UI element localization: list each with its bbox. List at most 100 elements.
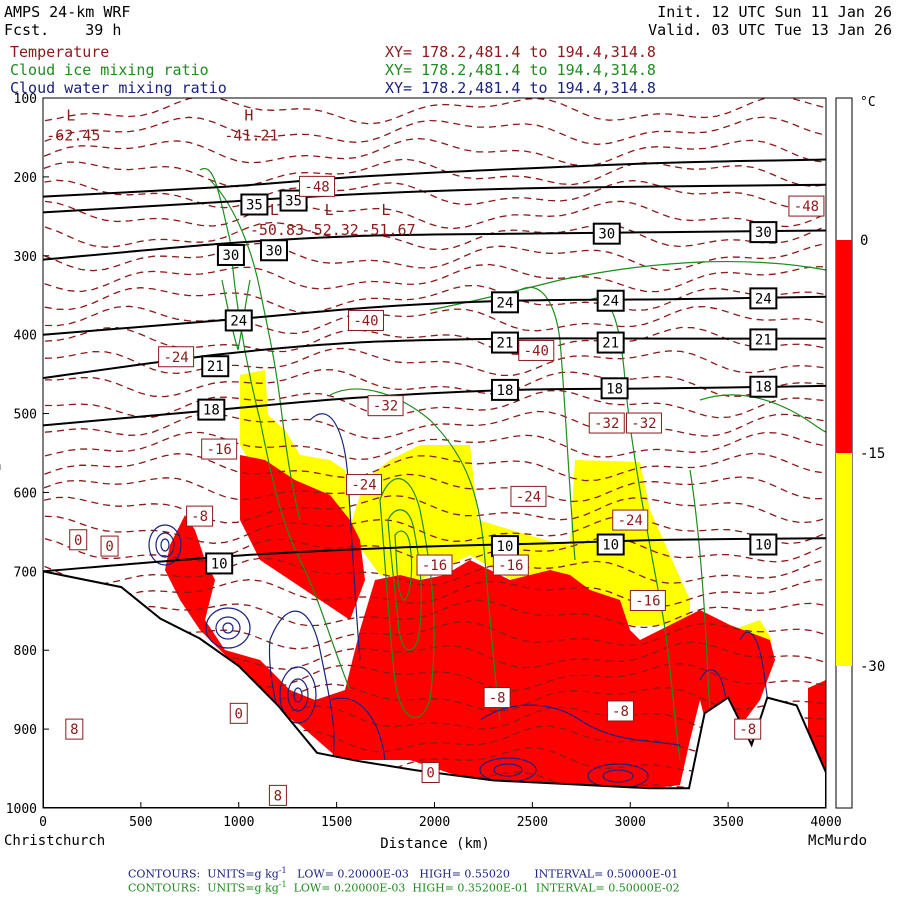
cloud-water-cell-2400km-inner [493, 763, 523, 777]
x-end-label: McMurdo [808, 833, 867, 849]
temperature-label-box [606, 700, 634, 722]
temperature-contour-line [43, 200, 826, 230]
isentrope-label: 10 [205, 552, 234, 575]
temperature-label: -8 [734, 718, 762, 740]
isentrope-label-text: 24 [755, 291, 772, 307]
isentrope-line [43, 295, 826, 336]
temperature-label-text: -40 [353, 313, 378, 329]
isentrope-label-box [490, 378, 519, 401]
isentrope-label-box [259, 239, 288, 262]
temperature-label-box [492, 554, 529, 576]
extremum-value: -50.83 [250, 221, 304, 239]
cloud-water-cell-600km-core [160, 538, 170, 552]
extremum-letter: L [325, 201, 334, 219]
temperature-contour-line [43, 263, 826, 293]
isentrope-line [43, 384, 826, 427]
footer-high: HIGH= 0.55020 [419, 867, 510, 881]
extremum-letter: L [66, 106, 75, 124]
temperature-label-box [268, 784, 287, 806]
footer-low: LOW= 0.20000E-03 [297, 867, 409, 881]
colorbar-tick-0: 0 [860, 233, 868, 249]
isentrope-label: 24 [749, 287, 778, 310]
temperature-label-box [299, 175, 336, 197]
isentrope-label-text: 10 [211, 556, 228, 572]
temperature-label: -32 [588, 412, 625, 434]
temperature-contour-line [43, 98, 826, 125]
temperature-label: -24 [612, 509, 649, 531]
isentrope-label-box [205, 552, 234, 575]
cloud-ice-tower-west [199, 167, 351, 691]
isentrope-label-text: 10 [497, 539, 514, 555]
temperature-label-text: -16 [207, 442, 232, 458]
temperature-contour-line [43, 284, 826, 314]
temperature-label-text: -40 [524, 343, 549, 359]
temperature-contour-line [43, 347, 826, 377]
fcst-value: 39 h [85, 21, 122, 39]
temperature-label: -48 [299, 175, 336, 197]
isentrope-label-box [749, 221, 778, 244]
isentrope-label: 10 [490, 535, 519, 558]
temperature-label-text: -16 [422, 558, 447, 574]
temperature-label-box [421, 762, 440, 783]
isentrope-label: 24 [224, 309, 253, 332]
y-tick-label: 500 [14, 408, 37, 423]
isentrope-label: 30 [749, 221, 778, 244]
temperature-label-text: -48 [794, 199, 819, 215]
temperature-label-text: -24 [618, 513, 643, 529]
cloud-water-cell-1300km [279, 666, 317, 724]
colorbar-red-band [836, 240, 852, 453]
temperature-label-text: 8 [274, 788, 282, 804]
isentrope-label-box [749, 533, 778, 556]
x-tick-label: 2500 [517, 815, 548, 830]
isentrope-label-box [596, 289, 625, 312]
extremum-letter: L [270, 201, 279, 219]
cloud-water-cell-2950km-inner [602, 769, 634, 783]
temperature-label-text: 0 [235, 706, 243, 722]
isentrope-label-box [197, 398, 226, 421]
y-tick-label: 900 [14, 723, 37, 738]
temperature-label-box [346, 474, 383, 496]
temperature-label-box [229, 702, 248, 724]
extremum-value: -62.45 [46, 126, 100, 144]
temperature-contour-line [43, 305, 826, 335]
isentrope-label-text: 24 [230, 313, 247, 329]
isentrope-label-text: 21 [602, 336, 619, 352]
isentrope-label: 24 [490, 291, 519, 314]
x-start-label: Christchurch [4, 833, 105, 849]
extremum-value: -51.67 [361, 221, 415, 239]
field-temperature-xy: XY= 178.2,481.4 to 194.4,314.8 [385, 43, 656, 61]
temperature-label: -16 [492, 554, 529, 576]
isentrope-label-text: 18 [497, 383, 514, 399]
x-tick-label: 500 [129, 815, 152, 830]
cloud-water-cell-600km-inner [155, 532, 175, 558]
valid-label: Valid. [648, 21, 703, 39]
cloud-water-low-1500km [329, 697, 386, 761]
temperature-contour-line [43, 452, 826, 482]
footer-label: CONTOURS: [128, 867, 201, 881]
field-cloud-ice-xy: XY= 178.2,481.4 to 194.4,314.8 [385, 61, 656, 79]
cloud-water-cell-950km [205, 607, 251, 649]
model-title: AMPS 24-km WRF [4, 3, 131, 21]
isentrope-label-box [749, 328, 778, 351]
temperature-label-box [612, 509, 649, 531]
temperature-label-box [788, 195, 825, 217]
temperature-label: -16 [416, 554, 453, 576]
temperature-colorbar: °C 0 -15 -30 [835, 95, 885, 809]
footer-units-exp: -1 [278, 866, 287, 875]
isentrope-label-text: 35 [246, 198, 263, 214]
temperature-label-text: -8 [191, 509, 208, 525]
temperature-contour-line [43, 137, 826, 167]
cloud-water-cell-950km-core [222, 622, 234, 634]
temperature-contour-line [43, 557, 826, 587]
temperature-label-text: -32 [631, 416, 656, 432]
cloud-water-cell-950km-inner [215, 616, 241, 640]
temperature-label-text: -16 [635, 594, 660, 610]
temperature-label-text: -8 [489, 691, 506, 707]
temperature-contour-line [43, 221, 826, 251]
isentrope-label-text: 24 [497, 295, 514, 311]
isentrope-label: 21 [201, 355, 230, 378]
isentrope-label-box [490, 331, 519, 354]
field-cloud-water-xy: XY= 178.2,481.4 to 194.4,314.8 [385, 79, 656, 97]
temperature-labels: -48 -48 -40 -40 -32 -32 -32 -24 -24 -24 -24 -16 -16 -… [65, 175, 825, 806]
temperature-contour-line [43, 158, 826, 188]
